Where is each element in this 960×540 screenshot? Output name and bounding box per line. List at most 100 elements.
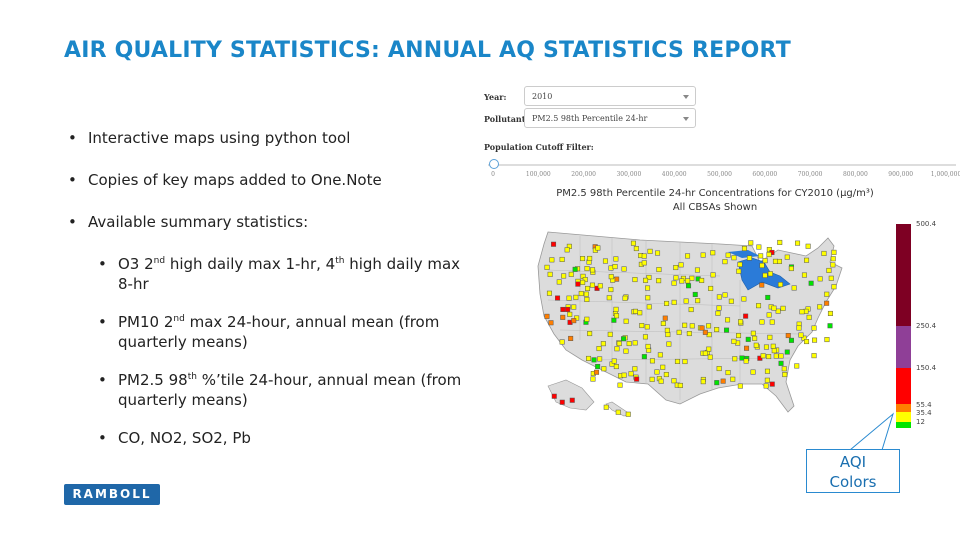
monitor-marker <box>798 332 804 338</box>
slider-tick: 0 <box>491 171 495 178</box>
monitor-marker <box>660 364 666 370</box>
monitor-marker <box>731 255 737 261</box>
monitor-marker <box>656 278 662 284</box>
monitor-marker <box>763 383 769 389</box>
slider-tick: 300,000 <box>616 171 642 178</box>
monitor-marker <box>738 320 744 326</box>
monitor-marker <box>770 343 776 349</box>
legend-usg <box>896 404 911 412</box>
monitor-marker <box>766 252 772 258</box>
monitor-marker <box>571 318 577 324</box>
monitor-marker <box>623 294 629 300</box>
monitor-marker <box>625 411 631 417</box>
monitor-marker <box>777 239 783 245</box>
monitor-marker <box>594 369 600 375</box>
monitor-marker <box>665 332 671 338</box>
monitor-marker <box>591 357 597 363</box>
monitor-marker <box>592 247 598 253</box>
monitor-marker <box>722 259 728 265</box>
monitor-marker <box>671 280 677 286</box>
monitor-marker <box>551 393 557 399</box>
monitor-marker <box>559 339 565 345</box>
monitor-marker <box>612 264 618 270</box>
monitor-marker <box>673 265 679 271</box>
pollutant-select[interactable]: PM2.5 98th Percentile 24-hr <box>524 108 696 128</box>
monitor-marker <box>632 277 638 283</box>
bullet-onenote: Copies of key maps added to One.Note <box>66 170 476 190</box>
monitor-marker <box>780 305 786 311</box>
monitor-marker <box>587 255 593 261</box>
monitor-marker <box>683 298 689 304</box>
slider-tick: 900,000 <box>888 171 914 178</box>
monitor-marker <box>646 304 652 310</box>
monitor-marker <box>575 278 581 284</box>
slider-tick: 700,000 <box>797 171 823 178</box>
state-lines <box>547 236 801 400</box>
monitor-marker <box>754 344 760 350</box>
monitor-marker <box>805 243 811 249</box>
monitor-marker <box>716 294 722 300</box>
year-select[interactable]: 2010 <box>524 86 696 106</box>
monitor-marker <box>714 380 720 386</box>
population-slider-handle[interactable] <box>489 159 499 169</box>
monitor-marker <box>680 275 686 281</box>
map-title: PM2.5 98th Percentile 24-hr Concentratio… <box>520 187 910 215</box>
monitor-marker <box>750 369 756 375</box>
monitor-marker <box>784 254 790 260</box>
monitor-marker <box>716 366 722 372</box>
monitor-marker <box>738 319 744 325</box>
legend-label-250: 250.4 <box>916 322 937 330</box>
monitor-marker <box>830 256 836 262</box>
great-lakes <box>737 257 791 291</box>
map-title-line1: PM2.5 98th Percentile 24-hr Concentratio… <box>556 188 874 199</box>
monitor-marker <box>633 246 639 252</box>
monitor-marker <box>720 378 726 384</box>
monitor-marker <box>725 317 731 323</box>
monitor-marker <box>658 378 664 384</box>
monitor-marker <box>621 372 627 378</box>
slider-tick: 1,000,000 <box>930 171 960 178</box>
monitor-marker <box>649 358 655 364</box>
monitor-marker <box>623 318 629 324</box>
monitor-marker <box>621 266 627 272</box>
monitor-marker <box>632 366 638 372</box>
monitor-marker <box>565 306 571 312</box>
monitor-marker <box>572 266 578 272</box>
population-filter-label: Population Cutoff Filter: <box>484 142 594 152</box>
monitor-marker <box>584 296 590 302</box>
monitor-marker <box>764 377 770 383</box>
monitor-markers <box>544 239 837 417</box>
monitor-marker <box>700 350 706 356</box>
monitor-marker <box>776 258 782 264</box>
monitor-marker <box>561 273 567 279</box>
monitor-marker <box>674 358 680 364</box>
monitor-marker <box>611 358 617 364</box>
monitor-marker <box>544 264 550 270</box>
monitor-marker <box>547 271 553 277</box>
monitor-marker <box>791 285 797 291</box>
bullet-interactive-maps: Interactive maps using python tool <box>66 128 476 148</box>
monitor-marker <box>584 316 590 322</box>
monitor-marker <box>606 295 612 301</box>
monitor-marker <box>571 304 577 310</box>
monitor-marker <box>623 348 629 354</box>
monitor-marker <box>796 321 802 327</box>
monitor-marker <box>817 304 823 310</box>
monitor-marker <box>589 282 595 288</box>
monitor-marker <box>574 315 580 321</box>
monitor-marker <box>801 335 807 341</box>
monitor-marker <box>638 253 644 259</box>
monitor-marker <box>735 340 741 346</box>
monitor-marker <box>560 314 566 320</box>
monitor-marker <box>708 285 714 291</box>
monitor-marker <box>676 329 682 335</box>
monitor-marker <box>597 283 603 289</box>
monitor-marker <box>575 281 581 287</box>
monitor-marker <box>645 285 651 291</box>
monitor-marker <box>608 287 614 293</box>
monitor-marker <box>677 382 683 388</box>
monitor-marker <box>762 258 768 264</box>
population-slider-track[interactable] <box>488 164 956 166</box>
monitor-marker <box>753 342 759 348</box>
monitor-marker <box>580 279 586 285</box>
